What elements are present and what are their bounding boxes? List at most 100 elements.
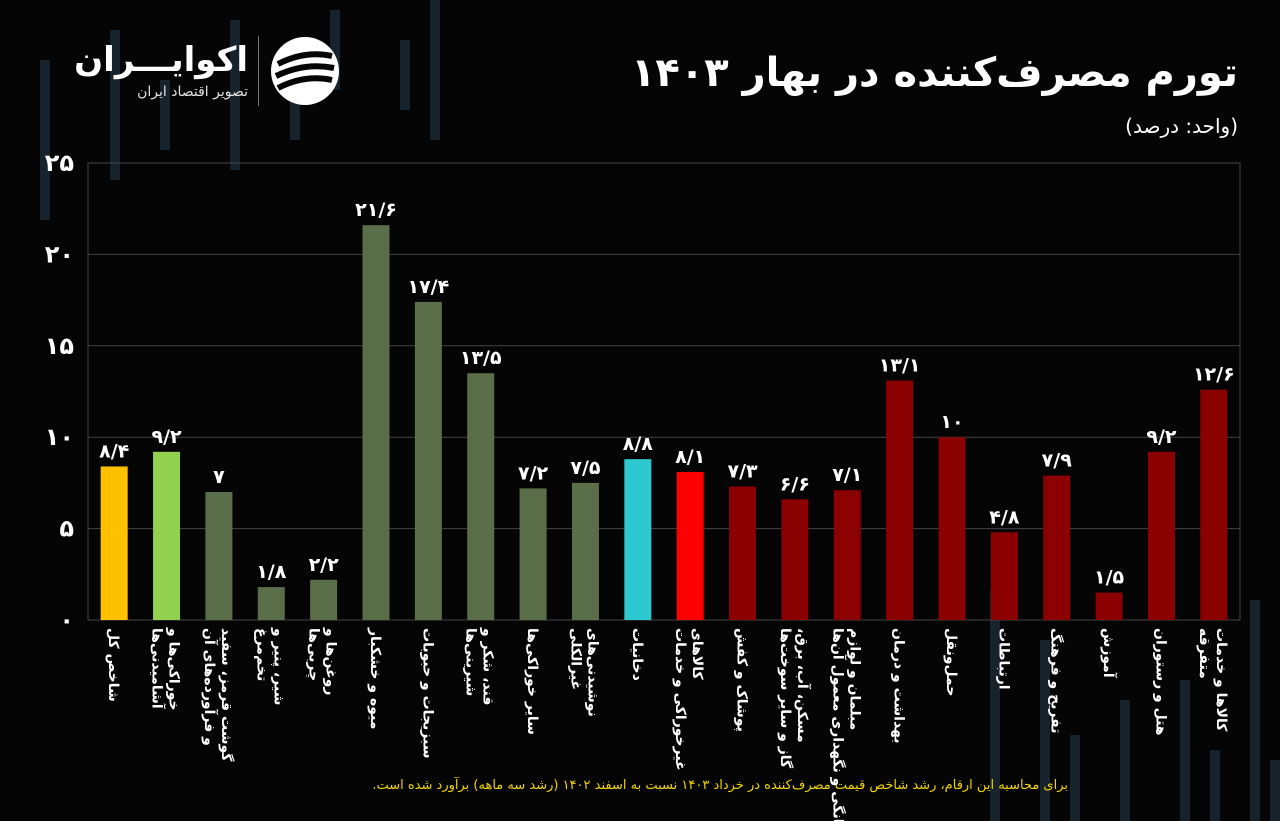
data-label: ۸/۴ (99, 440, 129, 462)
data-label: ۱۳/۵ (460, 347, 502, 369)
x-tick-label: بهداشت و درمان (891, 628, 907, 744)
bar (729, 486, 757, 620)
bar (624, 459, 652, 620)
decor-candle (400, 40, 410, 110)
bar (205, 492, 233, 620)
y-tick-label: ۰ (59, 606, 74, 634)
bar (100, 466, 128, 620)
y-tick-label: ۵ (59, 515, 74, 543)
x-tick-label: هتل و رستوران (1152, 628, 1168, 736)
data-label: ۲۱/۶ (355, 199, 397, 221)
bar (153, 451, 181, 620)
y-tick-label: ۱۵ (45, 332, 74, 360)
bar (414, 301, 442, 620)
svg-text:قند، شکر وشیرینی‌ها: قند، شکر وشیرینی‌ها (463, 627, 496, 705)
svg-text:گوشت قرمز، سفیدو فرآورده‌های آ: گوشت قرمز، سفیدو فرآورده‌های آن (201, 628, 235, 762)
y-tick-label: ۲۵ (45, 149, 74, 177)
svg-text:مسکن، آب، برق،گاز و سایر سوخت‌: مسکن، آب، برق،گاز و سایر سوخت‌ها (777, 628, 812, 769)
x-tick-label: دخانیات (629, 628, 645, 681)
decor-candle (1250, 600, 1260, 821)
bar (1147, 451, 1175, 620)
bar (676, 471, 704, 620)
data-label: ۹/۲ (151, 426, 182, 448)
svg-text:شیر، پنیر وتخم‌مرغ: شیر، پنیر وتخم‌مرغ (253, 627, 286, 705)
decor-candle (1270, 760, 1280, 821)
data-label: ۱/۵ (1094, 567, 1125, 589)
x-tick-label: خوراکی‌ها وآشامیدنی‌ها (149, 627, 182, 711)
decor-candle (1180, 680, 1190, 821)
unit-label: (واحد: درصد) (1125, 114, 1238, 138)
svg-text:کالاها و خدماتمتفرقه: کالاها و خدماتمتفرقه (1196, 628, 1229, 732)
bar (1095, 592, 1123, 620)
decor-candle (430, 0, 440, 140)
data-label: ۹/۲ (1146, 426, 1177, 448)
svg-text:سبزیجات و حبوبات: سبزیجات و حبوبات (419, 628, 435, 758)
bar (571, 482, 599, 620)
x-tick-label: شاخص کل (105, 628, 121, 702)
x-tick-label: سبزیجات و حبوبات (419, 628, 435, 758)
svg-text:حمل‌ونقل: حمل‌ونقل (943, 628, 959, 697)
svg-text:نوشیدنی‌هایغیرالکلی: نوشیدنی‌هایغیرالکلی (567, 628, 600, 717)
bar (886, 380, 914, 620)
svg-text:روغن‌ها وچربی‌ها: روغن‌ها وچربی‌ها (306, 627, 339, 695)
x-tick-label: آموزش (1100, 628, 1118, 679)
logo-name: اکوایـــران (74, 40, 248, 80)
x-tick-label: قند، شکر وشیرینی‌ها (463, 627, 496, 705)
svg-text:مبلمان و لوازمخانگی و نگهداری: مبلمان و لوازمخانگی و نگهداری معمول آن‌ه… (829, 628, 862, 821)
decor-candle (330, 10, 340, 90)
bar (1200, 389, 1228, 620)
decor-candle (40, 60, 50, 220)
svg-text:ارتباطات: ارتباطات (995, 628, 1011, 690)
x-tick-label: پوشاک و کفش (734, 628, 750, 732)
data-label: ۱۰ (940, 411, 963, 433)
bar (1043, 475, 1071, 620)
bar (362, 225, 390, 621)
ecoiran-logo-icon (271, 37, 339, 105)
y-tick-label: ۲۰ (45, 240, 74, 268)
svg-text:هتل و رستوران: هتل و رستوران (1152, 628, 1168, 736)
data-label: ۲/۲ (309, 554, 340, 576)
y-tick-label: ۱۰ (45, 423, 74, 451)
decor-candle (1120, 700, 1130, 821)
data-label: ۷/۹ (1042, 450, 1073, 472)
svg-text:کالاهایغیرخوراکی و خدمات: کالاهایغیرخوراکی و خدمات (672, 628, 705, 771)
bar (310, 579, 338, 620)
x-tick-label: نوشیدنی‌هایغیرالکلی (567, 628, 600, 717)
data-label: ۷/۳ (727, 461, 758, 483)
logo-tagline: تصویر اقتصاد ایران (137, 84, 248, 100)
data-label: ۱۳/۱ (879, 355, 921, 377)
svg-text:خوراکی‌ها وآشامیدنی‌ها: خوراکی‌ها وآشامیدنی‌ها (149, 627, 182, 711)
decor-candle (160, 80, 170, 150)
decor-candle (1210, 750, 1220, 821)
x-tick-label: ارتباطات (995, 628, 1011, 690)
x-tick-label: میوه و خشکبار (367, 627, 383, 729)
x-tick-label: کالاها و خدماتمتفرقه (1196, 628, 1229, 732)
x-tick-label: روغن‌ها وچربی‌ها (306, 627, 339, 695)
decor-candle (990, 590, 1000, 821)
footnote: برای محاسبه این ارقام، رشد شاخص قیمت مصر… (372, 778, 1068, 793)
svg-text:میوه و خشکبار: میوه و خشکبار (367, 627, 383, 729)
svg-text:بهداشت و درمان: بهداشت و درمان (891, 628, 907, 744)
data-label: ۴/۸ (989, 506, 1020, 528)
decor-candle (1040, 640, 1050, 821)
bar (833, 490, 861, 620)
decor-candle (230, 20, 240, 170)
x-tick-label: مبلمان و لوازمخانگی و نگهداری معمول آن‌ه… (829, 628, 862, 821)
x-tick-label: حمل‌ونقل (943, 628, 959, 697)
bar (519, 488, 547, 620)
data-label: ۱۷/۴ (407, 276, 449, 298)
x-tick-label: شیر، پنیر وتخم‌مرغ (253, 627, 286, 705)
x-tick-label: گوشت قرمز، سفیدو فرآورده‌های آن (201, 628, 235, 762)
data-label: ۷/۵ (570, 457, 601, 479)
data-label: ۷/۲ (518, 462, 549, 484)
data-label: ۷ (213, 466, 225, 488)
data-label: ۱/۸ (256, 561, 287, 583)
logo-divider (258, 36, 259, 106)
bar (257, 587, 285, 620)
bar (781, 499, 809, 620)
bar (990, 532, 1018, 620)
decor-candle (1070, 735, 1080, 821)
data-label: ۷/۱ (832, 464, 862, 486)
logo: اکوایـــران تصویر اقتصاد ایران (40, 28, 339, 118)
